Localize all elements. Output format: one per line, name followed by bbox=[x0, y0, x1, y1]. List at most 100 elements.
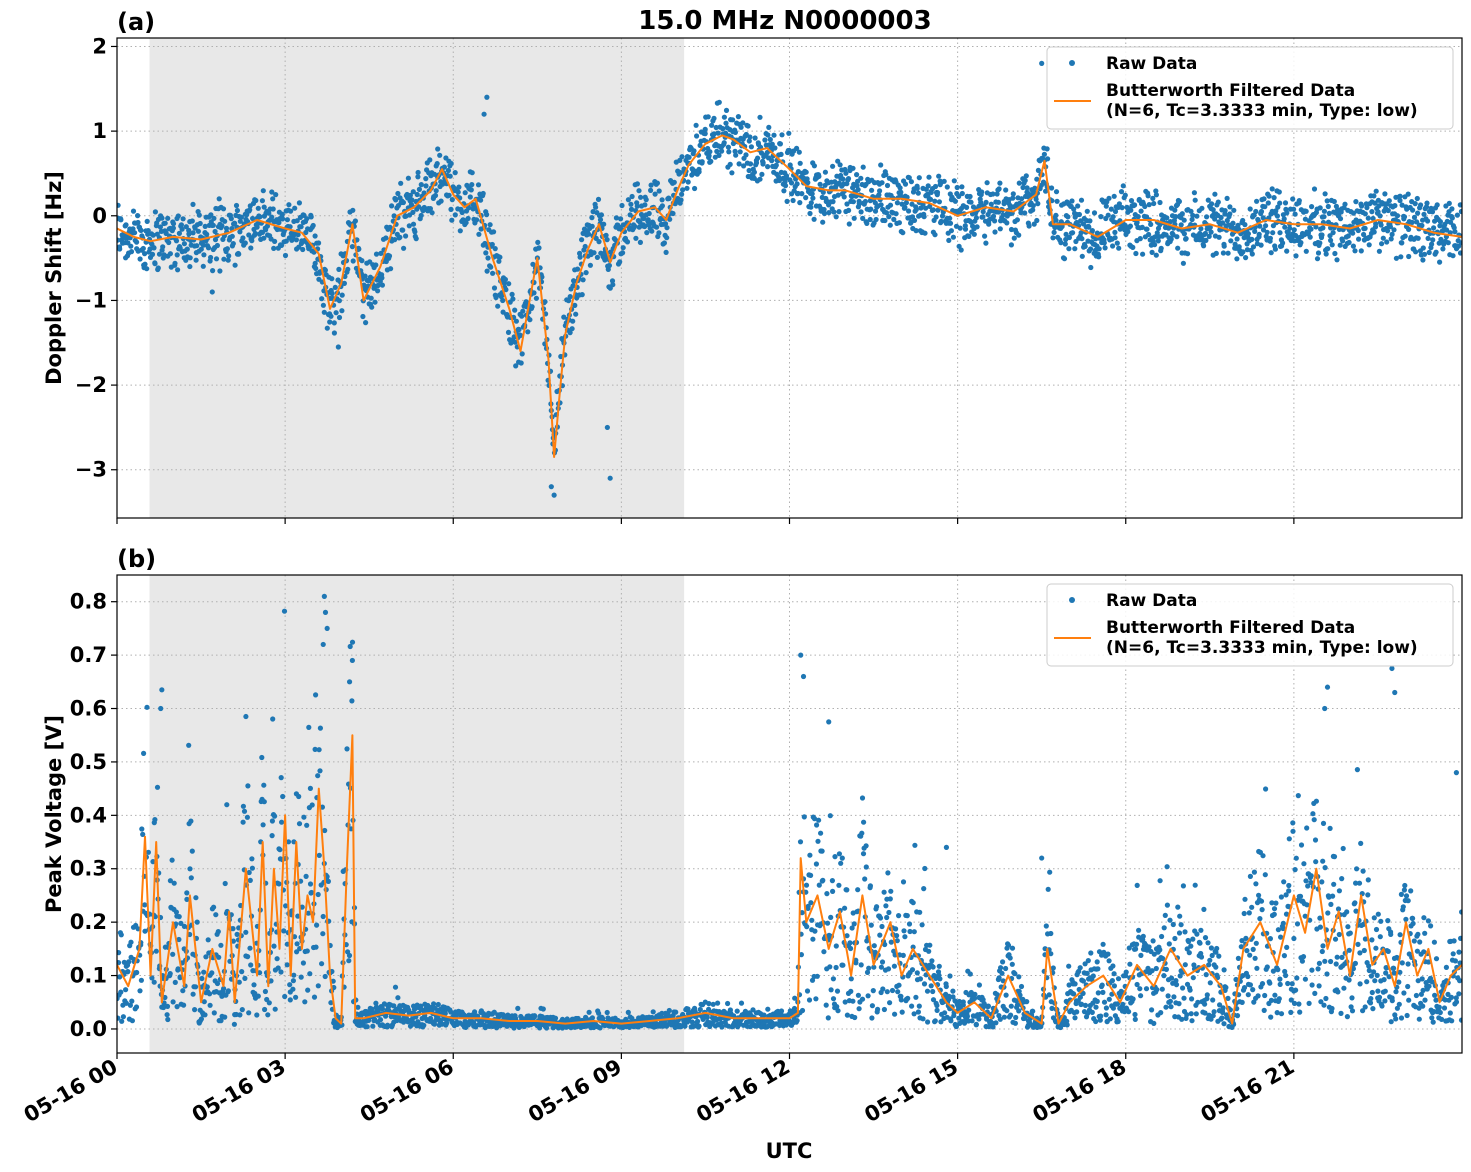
raw-point bbox=[184, 896, 190, 903]
raw-point bbox=[691, 148, 697, 154]
raw-point bbox=[1277, 200, 1283, 206]
raw-point bbox=[220, 206, 227, 212]
raw-point bbox=[1078, 230, 1084, 236]
raw-point bbox=[628, 206, 635, 212]
raw-point bbox=[1315, 250, 1322, 256]
raw-point bbox=[1193, 1011, 1199, 1017]
raw-point bbox=[984, 1015, 990, 1021]
raw-point bbox=[1160, 955, 1166, 962]
raw-point bbox=[912, 842, 918, 848]
raw-point bbox=[750, 1007, 756, 1013]
raw-point bbox=[1373, 221, 1379, 227]
raw-point bbox=[332, 284, 338, 290]
raw-point bbox=[1180, 883, 1186, 889]
raw-point bbox=[972, 991, 978, 997]
raw-point bbox=[1252, 228, 1258, 234]
raw-point bbox=[1202, 935, 1209, 941]
raw-point bbox=[1137, 236, 1143, 242]
raw-point bbox=[247, 877, 253, 884]
raw-point bbox=[1275, 967, 1281, 973]
raw-point bbox=[1219, 1015, 1225, 1021]
raw-point bbox=[167, 878, 173, 884]
raw-point bbox=[1145, 193, 1151, 199]
raw-point bbox=[1303, 878, 1309, 884]
raw-point bbox=[234, 207, 240, 214]
raw-point bbox=[386, 253, 393, 259]
raw-point bbox=[207, 991, 213, 997]
raw-point bbox=[237, 1012, 243, 1018]
raw-point bbox=[887, 202, 894, 208]
raw-point bbox=[893, 926, 899, 932]
raw-point bbox=[1355, 227, 1361, 234]
raw-point bbox=[853, 960, 859, 966]
raw-point bbox=[216, 954, 222, 960]
raw-point bbox=[1359, 203, 1365, 209]
raw-point bbox=[843, 170, 849, 176]
raw-point bbox=[312, 746, 318, 753]
raw-point bbox=[847, 940, 853, 946]
raw-point bbox=[801, 814, 807, 820]
raw-point bbox=[894, 200, 901, 206]
raw-point bbox=[741, 163, 747, 169]
raw-point bbox=[173, 238, 180, 244]
raw-point bbox=[697, 1006, 703, 1013]
raw-point bbox=[1292, 211, 1298, 217]
raw-point bbox=[270, 196, 276, 202]
raw-point bbox=[1262, 872, 1268, 878]
raw-point bbox=[930, 964, 936, 970]
raw-point bbox=[572, 302, 578, 308]
raw-point bbox=[835, 1008, 841, 1014]
raw-point bbox=[416, 186, 422, 192]
raw-point bbox=[896, 913, 902, 919]
raw-point bbox=[174, 1004, 180, 1010]
raw-point bbox=[777, 141, 784, 147]
raw-point bbox=[803, 195, 809, 201]
raw-point bbox=[915, 190, 921, 196]
raw-point bbox=[833, 964, 839, 971]
raw-point bbox=[260, 188, 266, 194]
raw-point bbox=[1240, 217, 1246, 224]
raw-point bbox=[1258, 242, 1264, 248]
raw-point bbox=[654, 180, 661, 186]
raw-point bbox=[1175, 245, 1181, 251]
raw-point bbox=[964, 204, 970, 210]
raw-point bbox=[552, 1015, 559, 1021]
raw-point bbox=[595, 196, 602, 202]
filtered-data-line bbox=[117, 134, 1462, 458]
raw-point bbox=[225, 257, 231, 263]
raw-point bbox=[320, 913, 326, 920]
raw-point bbox=[1449, 215, 1455, 221]
y-tick-label: −1 bbox=[75, 288, 107, 312]
raw-point bbox=[1134, 219, 1140, 225]
raw-point bbox=[784, 198, 790, 204]
raw-point bbox=[317, 725, 323, 731]
raw-point bbox=[719, 1024, 725, 1030]
raw-point bbox=[990, 1024, 996, 1030]
raw-point bbox=[1019, 196, 1025, 202]
raw-point bbox=[808, 200, 814, 206]
raw-point bbox=[965, 1018, 972, 1024]
raw-point bbox=[1225, 995, 1231, 1002]
raw-point bbox=[509, 291, 515, 297]
raw-point bbox=[586, 1009, 592, 1015]
raw-point bbox=[664, 225, 670, 231]
raw-point bbox=[1385, 207, 1391, 214]
raw-point bbox=[313, 944, 319, 950]
raw-point bbox=[818, 830, 824, 836]
raw-point bbox=[117, 246, 123, 252]
raw-point bbox=[253, 197, 259, 204]
raw-point bbox=[150, 232, 156, 238]
raw-point bbox=[925, 1019, 931, 1025]
raw-point bbox=[1100, 989, 1106, 996]
raw-point bbox=[539, 274, 545, 280]
raw-point bbox=[976, 982, 983, 988]
raw-point bbox=[788, 180, 795, 186]
raw-point bbox=[999, 970, 1005, 976]
raw-point bbox=[1071, 206, 1077, 212]
raw-point bbox=[1293, 855, 1299, 861]
raw-point bbox=[797, 839, 804, 845]
raw-point bbox=[1207, 957, 1213, 963]
raw-point bbox=[1089, 228, 1095, 234]
raw-point bbox=[1266, 193, 1272, 199]
raw-point bbox=[225, 988, 231, 994]
